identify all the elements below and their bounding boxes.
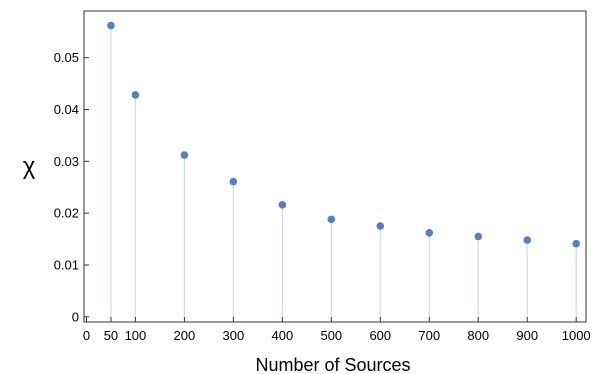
y-tick-label: 0.02 — [54, 206, 79, 221]
x-tick-label: 100 — [125, 328, 147, 343]
y-tick-label: 0.04 — [54, 102, 79, 117]
data-point — [180, 151, 189, 159]
x-tick-label: 400 — [271, 328, 293, 343]
x-tick-label: 50 — [104, 328, 118, 343]
x-tick-label: 1000 — [562, 328, 591, 343]
x-axis: 0 50 100 200 300 400 500 600 700 800 900 1000 — [83, 317, 591, 343]
x-tick-label: 700 — [418, 328, 440, 343]
x-tick-label: 900 — [516, 328, 538, 343]
data-point — [376, 222, 385, 230]
data-point — [107, 21, 115, 30]
data-point — [474, 232, 483, 241]
data-point — [572, 239, 581, 248]
x-axis-title: Number of Sources — [255, 355, 410, 374]
y-axis-title: χ — [23, 153, 36, 180]
stem-lines — [110, 25, 577, 317]
y-tick-label: 0.03 — [54, 154, 79, 169]
data-point — [278, 201, 287, 209]
x-tick-label: 200 — [174, 328, 196, 343]
x-tick-label: 600 — [369, 328, 391, 343]
data-point — [327, 215, 336, 224]
data-point — [425, 229, 434, 237]
y-tick-label: 0 — [72, 309, 79, 324]
x-tick-label: 300 — [223, 328, 245, 343]
data-point — [523, 236, 532, 244]
y-axis: 0 0.01 0.02 0.03 0.04 0.05 — [54, 50, 89, 324]
y-tick-label: 0.05 — [54, 50, 79, 65]
data-points — [107, 21, 581, 248]
x-tick-label: 500 — [320, 328, 342, 343]
x-tick-label: 0 — [83, 328, 90, 343]
data-point — [229, 177, 238, 186]
y-tick-label: 0.01 — [54, 257, 79, 272]
data-point — [131, 91, 140, 99]
plot-frame — [83, 10, 587, 323]
x-tick-label: 800 — [467, 328, 489, 343]
